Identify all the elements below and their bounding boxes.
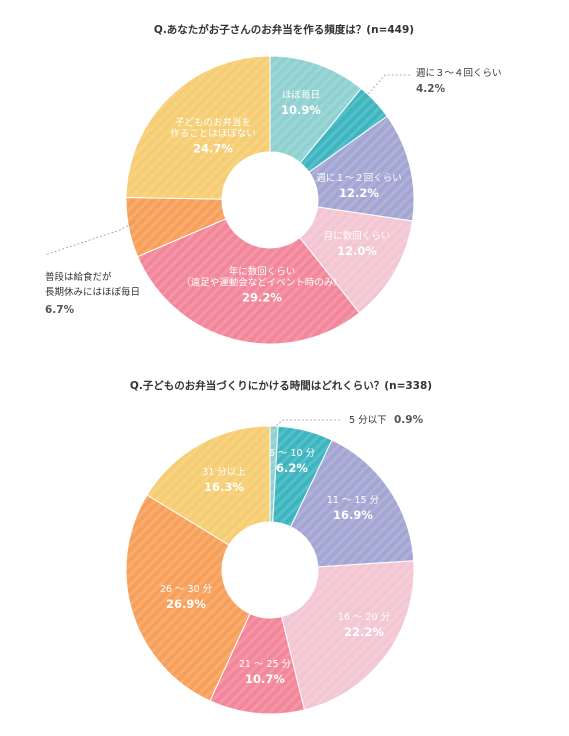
- slice-value-label: 10.7%: [245, 672, 285, 686]
- slice-label: 16 ～ 20 分: [338, 612, 391, 623]
- slice-label: 26 ～ 30 分: [160, 584, 213, 595]
- slice-stripe-overlay: [299, 206, 413, 313]
- slice-label: 21 ～ 25 分: [239, 659, 292, 670]
- slice-label: ほぼ毎日: [282, 89, 320, 101]
- slice-stripe-overlay: [209, 613, 305, 715]
- slice-value-label: 16.9%: [333, 508, 373, 522]
- frequency-donut-chart: Q.あなたがお子さんのお弁当を作る頻度は？(n=449) ほぼ毎日 10.9% 週に…: [44, 23, 502, 345]
- slice-label: （遠足や運動会などイベント時のみ）: [181, 277, 343, 289]
- slice-label: 31 分以上: [202, 467, 246, 478]
- slice-value-label: 6.2%: [276, 461, 308, 475]
- slice-value-label: 10.9%: [281, 103, 321, 117]
- slice-value-label: 12.0%: [337, 244, 377, 258]
- slice-value-label: 22.2%: [344, 625, 384, 639]
- slice-label: 6 ～ 10 分: [269, 448, 316, 459]
- slice-stripe-overlay: [272, 426, 333, 527]
- slice-stripe-overlay: [125, 495, 250, 701]
- slice-value-label: 6.7%: [45, 304, 75, 316]
- leader-line: [272, 419, 341, 429]
- slice-stripe-overlay: [270, 56, 362, 163]
- slice-value-label: 24.7%: [193, 142, 233, 156]
- chart-title: Q.子どものお弁当づくりにかける時間はどれくらい？(n=338): [130, 379, 432, 392]
- slice-labels: ほぼ毎日 10.9% 週に３～４回くらい 4.2% 週に１～２回くらい 12.2% 月に数回…: [44, 67, 502, 316]
- slice-label: 子どものお弁当を: [175, 117, 251, 129]
- donut-slices: [125, 425, 415, 715]
- slice-labels: 5 分以下 0.9% 6 ～ 10 分 6.2% 11 ～ 15 分 16.9% 16 ～ …: [160, 414, 424, 686]
- slice-value-label: 12.2%: [339, 186, 379, 200]
- slice-stripe-overlay: [281, 560, 414, 710]
- slice-value-label: 4.2%: [416, 83, 446, 95]
- slice-stripe-overlay: [137, 218, 360, 345]
- slice-stripe-overlay: [125, 197, 226, 257]
- slice-stripe-overlay: [309, 116, 414, 221]
- slice-label: 年に数回くらい: [229, 266, 296, 278]
- slice-stripe-overlay: [300, 88, 388, 173]
- slice-stripe-overlay: [270, 426, 279, 523]
- slice-value-label: 0.9%: [394, 414, 424, 426]
- leader-line: [362, 74, 412, 101]
- slice-label: 週に１～２回くらい: [316, 172, 402, 184]
- slice-stripe-overlay: [290, 440, 414, 567]
- slice-stripe-overlay: [126, 56, 271, 200]
- slice-label: 週に３～４回くらい: [416, 67, 502, 79]
- slice-label: 作ることはほぼない: [170, 128, 256, 140]
- slice-label: 月に数回くらい: [324, 230, 391, 242]
- slice-label: 長期休みにはほぼ毎日: [45, 286, 140, 298]
- donut-slices: [125, 55, 415, 345]
- slice-value-label: 26.9%: [166, 597, 206, 611]
- leader-line: [44, 221, 136, 256]
- chart-title: Q.あなたがお子さんのお弁当を作る頻度は？(n=449): [154, 23, 414, 36]
- slice-stripe-overlay: [147, 426, 270, 546]
- slice-label: 5 分以下: [349, 415, 387, 426]
- slice-label: 普段は給食だが: [45, 271, 112, 283]
- time-donut-chart: Q.子どものお弁当づくりにかける時間はどれくらい？(n=338) 5 分以下 0.…: [125, 379, 432, 715]
- slice-value-label: 16.3%: [204, 480, 244, 494]
- slice-value-label: 29.2%: [242, 291, 282, 305]
- slice-label: 11 ～ 15 分: [327, 495, 380, 506]
